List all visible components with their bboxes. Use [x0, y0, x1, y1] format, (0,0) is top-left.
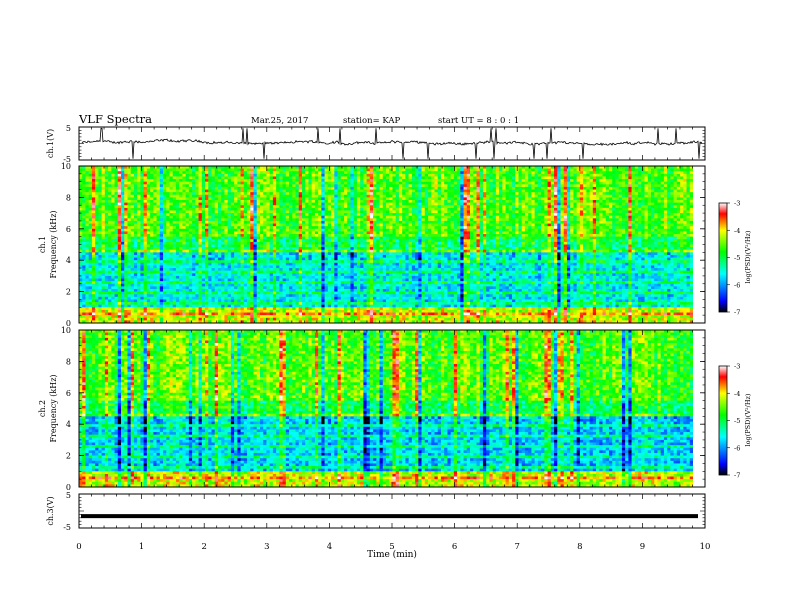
spec1-ytick-8: 8: [66, 193, 71, 202]
ch2-spectrogram-cells: [79, 330, 705, 487]
spec2-ytick-10: 10: [61, 326, 71, 335]
ch1-colorbar: -3 -4 -5 -6 -7 log(PSD)(V²/Hz): [719, 200, 752, 317]
time-tick-label-7: 7: [514, 542, 519, 552]
ch1-spec-ylabel-line2: Frequency (kHz): [49, 210, 58, 278]
colorbar2-tick--6: -6: [734, 444, 740, 452]
colorbar2-tick--3: -3: [734, 363, 740, 371]
colorbar2-tick--4: -4: [734, 390, 740, 398]
station-label: station= KAP: [343, 116, 401, 126]
ch1-ytick-top: 5: [66, 124, 71, 133]
ch3-waveform-panel: 5 -5 ch.3(V): [46, 491, 705, 532]
time-tick-label-1: 1: [139, 542, 144, 552]
time-tick-label-6: 6: [452, 542, 457, 552]
colorbar1-tick--5: -5: [734, 254, 740, 262]
ch1-spectrogram-cells: [79, 166, 705, 323]
ch1-colorbar-label: log(PSD)(V²/Hz): [744, 230, 752, 283]
spec1-ytick-4: 4: [66, 256, 71, 265]
spec1-ytick-6: 6: [66, 225, 71, 234]
spec1-ytick-2: 2: [66, 288, 71, 297]
colorbar1-tick--4: -4: [734, 227, 740, 235]
ch1-spec-ylabel-line1: ch.1: [38, 236, 47, 253]
time-tick-label-2: 2: [201, 542, 206, 552]
ch3-ylabel: ch.3(V): [46, 496, 55, 525]
colorbar1-tick--6: -6: [734, 281, 740, 289]
time-tick-label-4: 4: [327, 542, 332, 552]
ch1-waveform-panel: 5 -5 ch.1(V): [46, 124, 705, 164]
time-tick-label-9: 9: [640, 542, 645, 552]
colorbar2-tick--5: -5: [734, 417, 740, 425]
colorbar1-tick--7: -7: [734, 309, 740, 317]
time-tick-label-10: 10: [700, 542, 711, 552]
figure-title: VLF Spectra: [78, 112, 152, 126]
spec2-ytick-8: 8: [66, 357, 71, 366]
time-tick-label-3: 3: [264, 542, 269, 552]
ch2-colorbar-label: log(PSD)(V²/Hz): [744, 393, 752, 446]
ch1-ylabel: ch.1(V): [46, 129, 55, 158]
start-time-label: start UT = 8 : 0 : 1: [438, 116, 519, 126]
colorbar1-tick--3: -3: [734, 200, 740, 208]
ch2-colorbar: -3 -4 -5 -6 -7 log(PSD)(V²/Hz): [719, 363, 752, 480]
spec1-ytick-10: 10: [61, 162, 71, 171]
ch3-ytick-top: 5: [66, 491, 71, 500]
colorbar2-tick--7: -7: [734, 472, 740, 480]
time-tick-label-8: 8: [577, 542, 582, 552]
spec2-ytick-6: 6: [66, 389, 71, 398]
ch2-spec-ylabel-line1: ch.2: [38, 400, 47, 417]
date-label: Mar.25, 2017: [251, 116, 308, 126]
time-tick-label-0: 0: [76, 542, 81, 552]
vlf-spectra-figure: VLF Spectra Mar.25, 2017 station= KAP st…: [0, 0, 792, 612]
ch3-ytick-bottom: -5: [63, 523, 71, 532]
spec2-ytick-4: 4: [66, 420, 71, 429]
x-axis-label: Time (min): [367, 549, 417, 560]
ch2-spec-ylabel-line2: Frequency (kHz): [49, 374, 58, 442]
spec2-ytick-2: 2: [66, 452, 71, 461]
